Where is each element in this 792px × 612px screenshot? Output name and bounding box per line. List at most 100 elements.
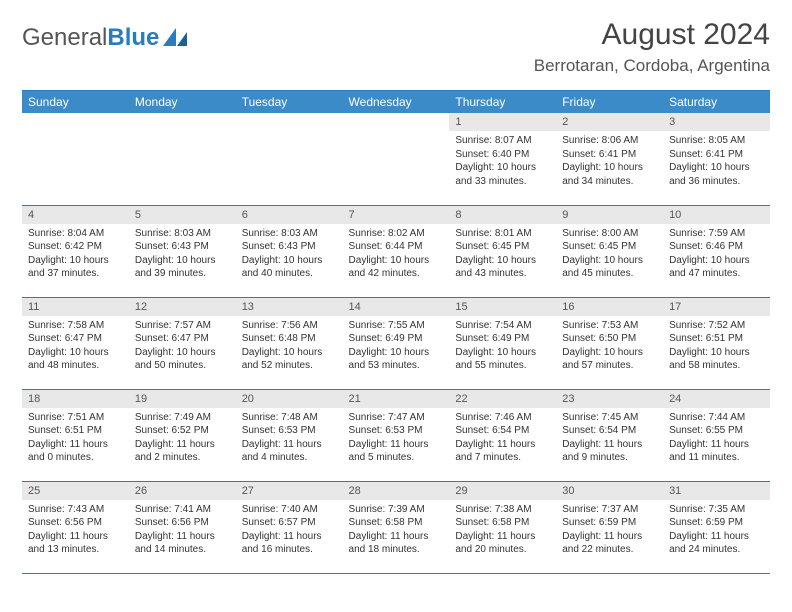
- sunrise-text: Sunrise: 7:39 AM: [349, 503, 444, 517]
- sunrise-text: Sunrise: 8:03 AM: [242, 227, 337, 241]
- daylight-text: Daylight: 10 hours and 50 minutes.: [135, 346, 230, 373]
- sunset-text: Sunset: 6:57 PM: [242, 516, 337, 530]
- calendar-cell: 10Sunrise: 7:59 AMSunset: 6:46 PMDayligh…: [663, 205, 770, 297]
- day-details: Sunrise: 8:04 AMSunset: 6:42 PMDaylight:…: [22, 224, 129, 285]
- day-number: 1: [449, 113, 556, 131]
- calendar-cell: 28Sunrise: 7:39 AMSunset: 6:58 PMDayligh…: [343, 481, 450, 573]
- daylight-text: Daylight: 10 hours and 52 minutes.: [242, 346, 337, 373]
- calendar-cell: 30Sunrise: 7:37 AMSunset: 6:59 PMDayligh…: [556, 481, 663, 573]
- location-text: Berrotaran, Cordoba, Argentina: [534, 56, 770, 76]
- dayname-thu: Thursday: [449, 91, 556, 113]
- month-title: August 2024: [534, 18, 770, 52]
- calendar-cell: 8Sunrise: 8:01 AMSunset: 6:45 PMDaylight…: [449, 205, 556, 297]
- sunset-text: Sunset: 6:48 PM: [242, 332, 337, 346]
- day-number: 11: [22, 298, 129, 316]
- day-details: Sunrise: 8:01 AMSunset: 6:45 PMDaylight:…: [449, 224, 556, 285]
- day-details: Sunrise: 8:05 AMSunset: 6:41 PMDaylight:…: [663, 131, 770, 192]
- daylight-text: Daylight: 11 hours and 2 minutes.: [135, 438, 230, 465]
- daylight-text: Daylight: 11 hours and 20 minutes.: [455, 530, 550, 557]
- sunrise-text: Sunrise: 7:55 AM: [349, 319, 444, 333]
- daylight-text: Daylight: 10 hours and 48 minutes.: [28, 346, 123, 373]
- sunset-text: Sunset: 6:54 PM: [562, 424, 657, 438]
- sunrise-text: Sunrise: 7:57 AM: [135, 319, 230, 333]
- sunset-text: Sunset: 6:45 PM: [455, 240, 550, 254]
- sunset-text: Sunset: 6:59 PM: [562, 516, 657, 530]
- calendar-cell: 1Sunrise: 8:07 AMSunset: 6:40 PMDaylight…: [449, 113, 556, 205]
- calendar-cell: 31Sunrise: 7:35 AMSunset: 6:59 PMDayligh…: [663, 481, 770, 573]
- sunrise-text: Sunrise: 8:06 AM: [562, 134, 657, 148]
- day-number: 15: [449, 298, 556, 316]
- logo-sail-icon: [163, 28, 189, 48]
- sunset-text: Sunset: 6:56 PM: [28, 516, 123, 530]
- sunrise-text: Sunrise: 8:07 AM: [455, 134, 550, 148]
- daylight-text: Daylight: 11 hours and 5 minutes.: [349, 438, 444, 465]
- sunrise-text: Sunrise: 7:58 AM: [28, 319, 123, 333]
- day-number: 25: [22, 482, 129, 500]
- logo-word2: Blue: [107, 24, 159, 51]
- calendar-cell: 27Sunrise: 7:40 AMSunset: 6:57 PMDayligh…: [236, 481, 343, 573]
- logo-text: GeneralBlue: [22, 24, 159, 52]
- day-number: 20: [236, 390, 343, 408]
- calendar-cell: 11 Sunrise: 7:58 AMSunset: 6:47 PMDayligh…: [22, 297, 129, 389]
- day-details: Sunrise: 8:07 AMSunset: 6:40 PMDaylight:…: [449, 131, 556, 192]
- sunrise-text: Sunrise: 7:47 AM: [349, 411, 444, 425]
- calendar-cell: 20Sunrise: 7:48 AMSunset: 6:53 PMDayligh…: [236, 389, 343, 481]
- day-details: Sunrise: 8:02 AMSunset: 6:44 PMDaylight:…: [343, 224, 450, 285]
- day-details: Sunrise: 7:57 AMSunset: 6:47 PMDaylight:…: [129, 316, 236, 377]
- daylight-text: Daylight: 10 hours and 55 minutes.: [455, 346, 550, 373]
- sunset-text: Sunset: 6:59 PM: [669, 516, 764, 530]
- sunset-text: Sunset: 6:49 PM: [455, 332, 550, 346]
- calendar-cell: 23Sunrise: 7:45 AMSunset: 6:54 PMDayligh…: [556, 389, 663, 481]
- sunrise-text: Sunrise: 7:46 AM: [455, 411, 550, 425]
- day-number: 4: [22, 206, 129, 224]
- day-details: Sunrise: 8:00 AMSunset: 6:45 PMDaylight:…: [556, 224, 663, 285]
- sunrise-text: Sunrise: 8:03 AM: [135, 227, 230, 241]
- day-details: Sunrise: 8:03 AMSunset: 6:43 PMDaylight:…: [129, 224, 236, 285]
- dayname-row: Sunday Monday Tuesday Wednesday Thursday…: [22, 91, 770, 113]
- dayname-sat: Saturday: [663, 91, 770, 113]
- day-number: 2: [556, 113, 663, 131]
- day-details: Sunrise: 7:46 AMSunset: 6:54 PMDaylight:…: [449, 408, 556, 469]
- dayname-fri: Friday: [556, 91, 663, 113]
- day-number: 6: [236, 206, 343, 224]
- day-number: 29: [449, 482, 556, 500]
- calendar-cell: 17Sunrise: 7:52 AMSunset: 6:51 PMDayligh…: [663, 297, 770, 389]
- sunset-text: Sunset: 6:52 PM: [135, 424, 230, 438]
- daylight-text: Daylight: 11 hours and 14 minutes.: [135, 530, 230, 557]
- daylight-text: Daylight: 10 hours and 37 minutes.: [28, 254, 123, 281]
- day-details: Sunrise: 7:37 AMSunset: 6:59 PMDaylight:…: [556, 500, 663, 561]
- calendar-cell: 22Sunrise: 7:46 AMSunset: 6:54 PMDayligh…: [449, 389, 556, 481]
- day-details: Sunrise: 7:53 AMSunset: 6:50 PMDaylight:…: [556, 316, 663, 377]
- daylight-text: Daylight: 10 hours and 53 minutes.: [349, 346, 444, 373]
- calendar-cell: 6Sunrise: 8:03 AMSunset: 6:43 PMDaylight…: [236, 205, 343, 297]
- calendar-cell: 21Sunrise: 7:47 AMSunset: 6:53 PMDayligh…: [343, 389, 450, 481]
- daylight-text: Daylight: 10 hours and 33 minutes.: [455, 161, 550, 188]
- calendar-row: 4Sunrise: 8:04 AMSunset: 6:42 PMDaylight…: [22, 205, 770, 297]
- sunset-text: Sunset: 6:54 PM: [455, 424, 550, 438]
- sunrise-text: Sunrise: 7:56 AM: [242, 319, 337, 333]
- calendar-table: Sunday Monday Tuesday Wednesday Thursday…: [22, 91, 770, 574]
- sunrise-text: Sunrise: 8:00 AM: [562, 227, 657, 241]
- day-details: Sunrise: 8:03 AMSunset: 6:43 PMDaylight:…: [236, 224, 343, 285]
- calendar-cell: 13Sunrise: 7:56 AMSunset: 6:48 PMDayligh…: [236, 297, 343, 389]
- day-details: Sunrise: 7:40 AMSunset: 6:57 PMDaylight:…: [236, 500, 343, 561]
- dayname-tue: Tuesday: [236, 91, 343, 113]
- calendar-head: Sunday Monday Tuesday Wednesday Thursday…: [22, 91, 770, 113]
- sunset-text: Sunset: 6:47 PM: [28, 332, 123, 346]
- day-details: Sunrise: 7:35 AMSunset: 6:59 PMDaylight:…: [663, 500, 770, 561]
- day-details: Sunrise: 7:41 AMSunset: 6:56 PMDaylight:…: [129, 500, 236, 561]
- daylight-text: Daylight: 11 hours and 18 minutes.: [349, 530, 444, 557]
- day-number: 27: [236, 482, 343, 500]
- day-details: Sunrise: 7:44 AMSunset: 6:55 PMDaylight:…: [663, 408, 770, 469]
- sunset-text: Sunset: 6:58 PM: [349, 516, 444, 530]
- calendar-row: 11Sunrise: 7:58 AMSunset: 6:47 PMDayligh…: [22, 297, 770, 389]
- calendar-cell: 2Sunrise: 8:06 AMSunset: 6:41 PMDaylight…: [556, 113, 663, 205]
- sunset-text: Sunset: 6:44 PM: [349, 240, 444, 254]
- daylight-text: Daylight: 11 hours and 9 minutes.: [562, 438, 657, 465]
- day-number: 19: [129, 390, 236, 408]
- day-details: Sunrise: 8:06 AMSunset: 6:41 PMDaylight:…: [556, 131, 663, 192]
- daylight-text: Daylight: 11 hours and 11 minutes.: [669, 438, 764, 465]
- daylight-text: Daylight: 10 hours and 43 minutes.: [455, 254, 550, 281]
- sunrise-text: Sunrise: 7:49 AM: [135, 411, 230, 425]
- daylight-text: Daylight: 10 hours and 57 minutes.: [562, 346, 657, 373]
